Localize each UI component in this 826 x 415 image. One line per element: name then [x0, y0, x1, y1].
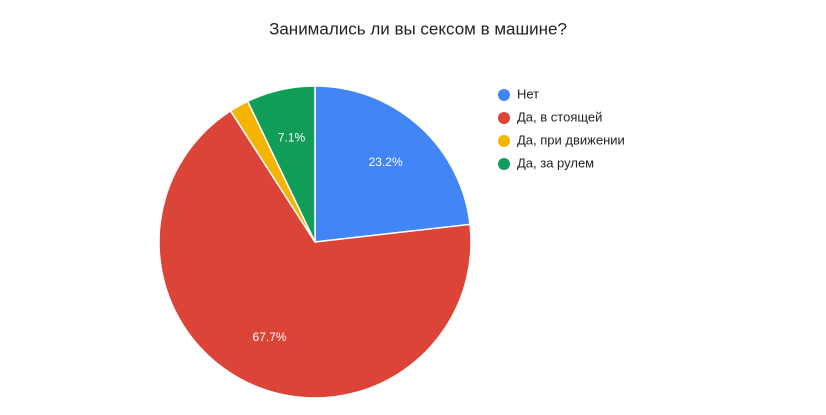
pie-slice — [314, 85, 471, 243]
legend-marker — [498, 135, 510, 147]
legend-label: Да, при движении — [517, 132, 625, 147]
slice-label: 67.7% — [253, 330, 287, 344]
pie-slice — [246, 85, 316, 243]
legend-marker — [498, 112, 510, 124]
legend-label: Да, в стоящей — [517, 109, 602, 124]
chart-title: Занимались ли вы сексом в машине? — [269, 19, 567, 38]
legend-marker — [498, 89, 510, 101]
slice-label: 7.1% — [278, 131, 306, 145]
slice-label: 23.2% — [369, 155, 403, 169]
legend-marker — [498, 158, 510, 170]
pie-slice — [158, 109, 472, 399]
legend-label: Нет — [517, 86, 539, 101]
legend-label: Да, за рулем — [517, 155, 594, 170]
